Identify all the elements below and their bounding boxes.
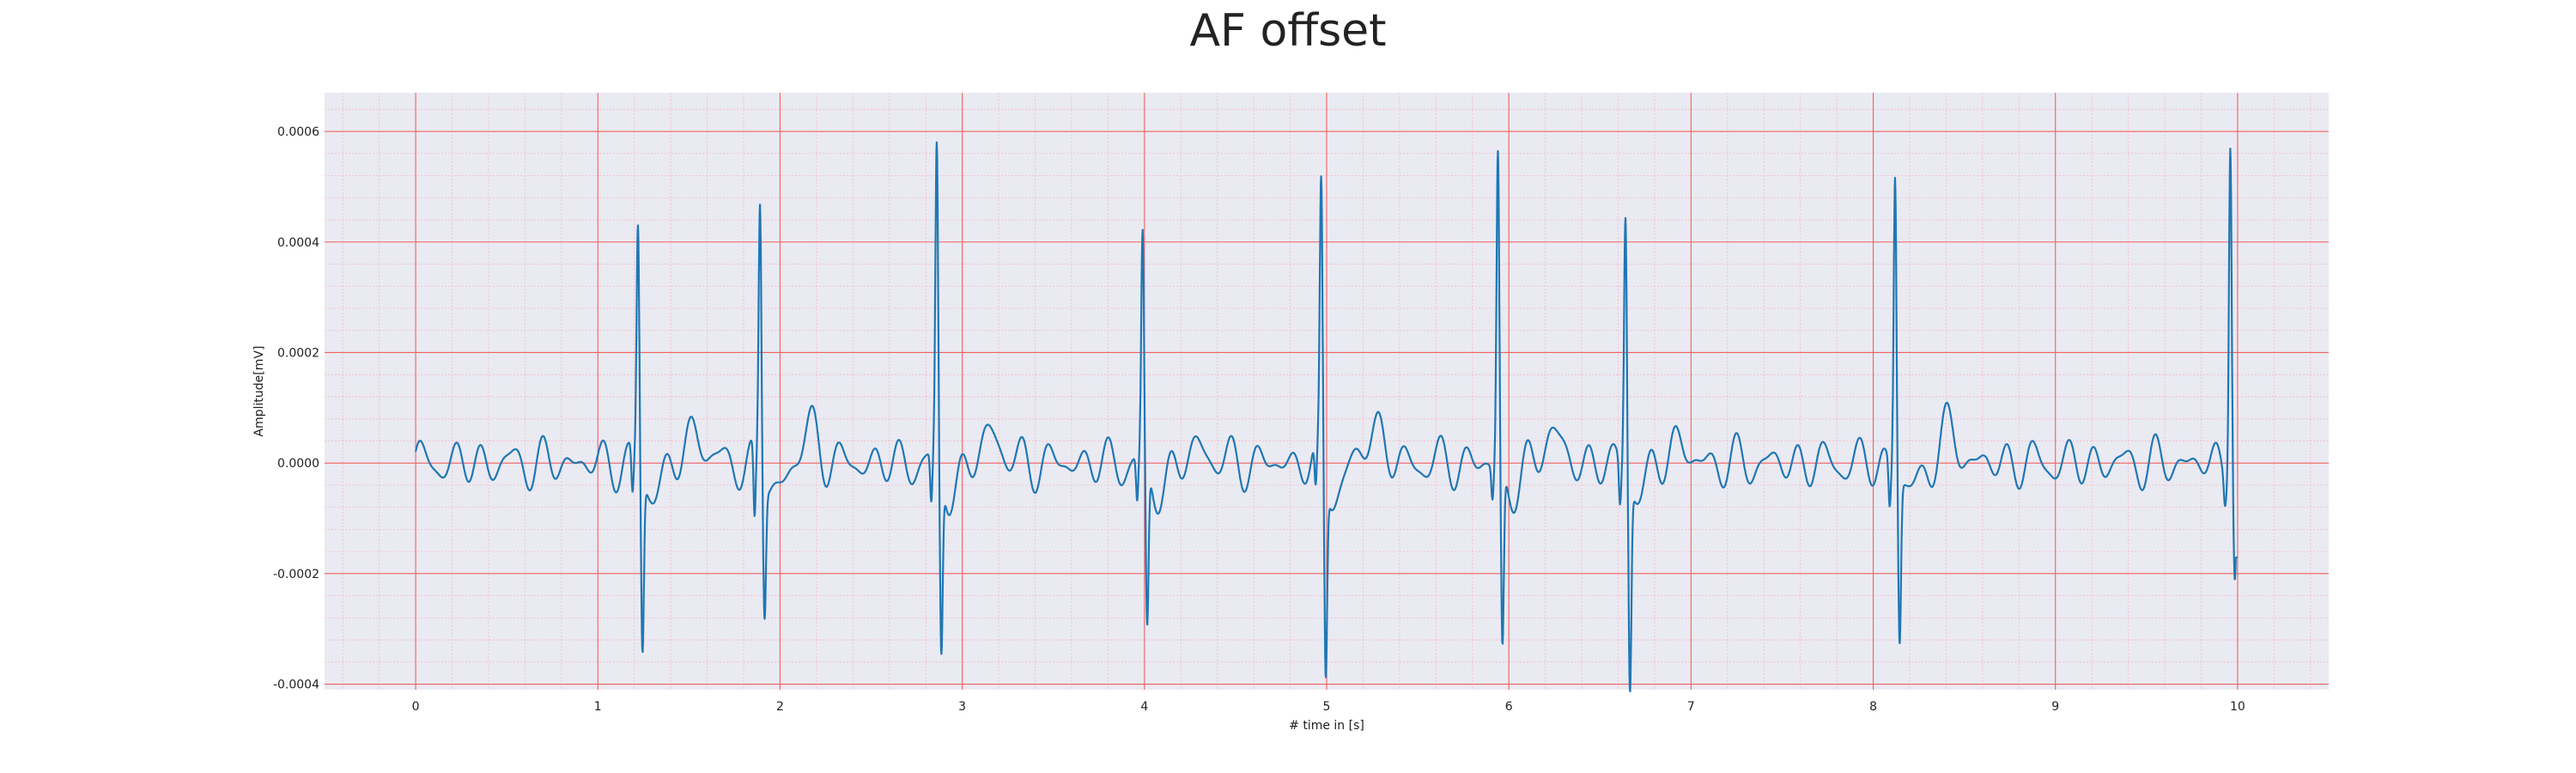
ecg-series-line <box>415 141 2239 693</box>
x-axis-label: # time in [s] <box>1289 719 1364 733</box>
x-tick-label: 5 <box>1323 700 1331 714</box>
x-tick-label: 1 <box>594 700 602 714</box>
x-tick-label: 0 <box>412 700 420 714</box>
minor-grid <box>325 93 2329 690</box>
x-tick-label: 2 <box>776 700 784 714</box>
x-tick-labels: 0 1 2 3 4 5 6 7 8 9 10 <box>412 700 2245 714</box>
series-layer <box>415 141 2239 693</box>
y-tick-label: 0.0000 <box>277 457 319 471</box>
x-tick-label: 7 <box>1687 700 1695 714</box>
y-tick-label: -0.0002 <box>273 568 319 581</box>
y-tick-label: 0.0006 <box>277 125 319 139</box>
x-tick-label: 4 <box>1140 700 1148 714</box>
x-tick-label: 10 <box>2230 700 2245 714</box>
y-tick-labels: -0.0004 -0.0002 0.0000 0.0002 0.0004 0.0006 <box>273 125 319 692</box>
chart-title: AF offset <box>1189 5 1387 57</box>
x-tick-label: 3 <box>958 700 966 714</box>
y-tick-label: 0.0004 <box>277 236 319 250</box>
y-tick-label: 0.0002 <box>277 346 319 360</box>
y-tick-label: -0.0004 <box>273 679 319 692</box>
x-tick-label: 8 <box>1869 700 1877 714</box>
x-tick-label: 6 <box>1505 700 1513 714</box>
x-tick-label: 9 <box>2051 700 2059 714</box>
y-axis-label: Amplitude[mV] <box>252 346 266 437</box>
